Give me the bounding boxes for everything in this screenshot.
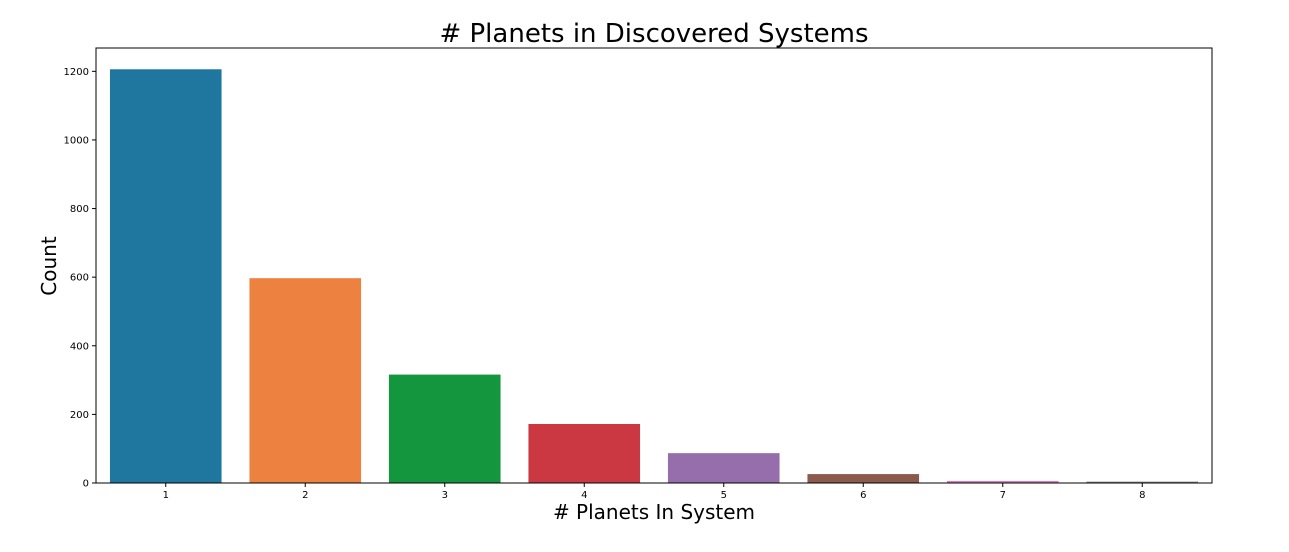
plot-frame (95, 47, 1213, 484)
x-tick-label: 8 (1139, 490, 1145, 501)
x-tick-label: 5 (721, 490, 727, 501)
x-tick-label: 3 (442, 490, 448, 501)
x-axis-label: # Planets In System (553, 500, 755, 524)
x-tick-label: 1 (163, 490, 169, 501)
chart-title: # Planets in Discovered Systems (439, 19, 868, 49)
bar-2 (249, 278, 362, 483)
y-tick-label: 0 (83, 479, 89, 490)
y-tick-label: 200 (70, 410, 89, 421)
bar-6 (807, 474, 920, 483)
bar-7 (946, 480, 1059, 483)
y-axis-label: Count (37, 236, 61, 296)
x-tick-label: 7 (1000, 490, 1006, 501)
x-axis: 1 2 3 4 5 6 7 8 (163, 483, 1145, 501)
bars-layer (109, 69, 1199, 484)
y-axis: 0 200 400 600 800 1000 1200 (64, 67, 96, 490)
bar-3 (388, 374, 501, 483)
x-tick-label: 2 (302, 490, 308, 501)
y-tick-label: 800 (70, 204, 89, 215)
bar-8 (1086, 481, 1199, 483)
x-tick-label: 4 (581, 490, 587, 501)
y-tick-label: 1000 (64, 135, 89, 146)
y-tick-label: 600 (70, 273, 89, 284)
bar-1 (109, 69, 222, 484)
y-tick-label: 400 (70, 341, 89, 352)
bar-5 (667, 453, 780, 483)
y-tick-label: 1200 (64, 67, 89, 78)
x-tick-label: 6 (860, 490, 866, 501)
bar-4 (528, 423, 641, 483)
